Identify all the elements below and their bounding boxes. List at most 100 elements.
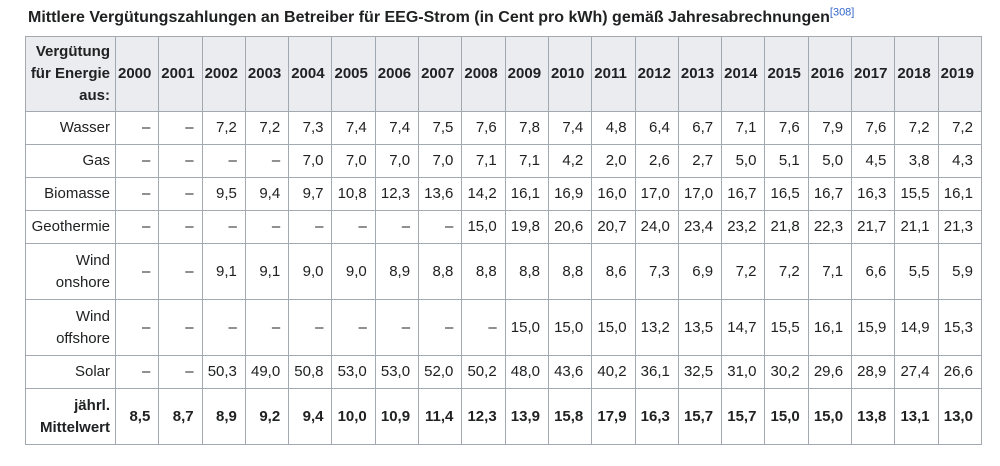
value-cell: – <box>158 177 203 211</box>
value-cell: 13,9 <box>504 388 549 445</box>
value-cell: 8,6 <box>591 243 636 300</box>
value-cell: – <box>288 299 333 356</box>
row-label: Solar <box>25 355 116 389</box>
value-cell: 13,6 <box>418 177 463 211</box>
year-header-2018: 2018 <box>894 36 939 112</box>
value-cell: 9,1 <box>201 243 246 300</box>
article-section: Mittlere Vergütungszahlungen an Betreibe… <box>25 6 982 445</box>
value-cell: – <box>114 177 160 211</box>
value-cell: 50,3 <box>201 355 246 389</box>
year-header-2013: 2013 <box>677 36 723 112</box>
value-cell: 7,8 <box>504 111 549 145</box>
value-cell: 15,0 <box>504 299 549 356</box>
year-header-2012: 2012 <box>634 36 679 112</box>
eeg-remuneration-table: Vergütung für Energie aus: 2000 2001 2002 2… <box>25 36 982 445</box>
value-cell: 5,0 <box>807 144 853 178</box>
year-header-2017: 2017 <box>851 36 896 112</box>
value-cell: 11,4 <box>418 388 463 445</box>
value-cell: – <box>201 210 246 244</box>
value-cell: – <box>418 299 463 356</box>
value-cell: 52,0 <box>418 355 463 389</box>
value-cell: 7,2 <box>721 243 766 300</box>
value-cell: 53,0 <box>331 355 376 389</box>
year-header-2014: 2014 <box>721 36 766 112</box>
table-row: Biomasse – –9,5 9,4 9,7 10,8 12,3 13,6 14,2 16,1 1… <box>25 177 982 211</box>
value-cell: 8,5 <box>114 388 160 445</box>
value-cell: 16,3 <box>634 388 679 445</box>
value-cell: – <box>114 144 160 178</box>
value-cell: 6,4 <box>634 111 679 145</box>
year-header-2004: 2004 <box>288 36 333 112</box>
corner-header: Vergütung für Energie aus: <box>25 36 116 112</box>
value-cell: 7,4 <box>547 111 593 145</box>
year-header-2008: 2008 <box>461 36 506 112</box>
value-cell: 16,1 <box>937 177 982 211</box>
value-cell: – <box>244 210 290 244</box>
value-cell: 6,7 <box>677 111 723 145</box>
row-label: Biomasse <box>25 177 116 211</box>
value-cell: 9,2 <box>244 388 290 445</box>
value-cell: 9,5 <box>201 177 246 211</box>
value-cell: 49,0 <box>244 355 290 389</box>
row-label: Wind onshore <box>25 243 116 300</box>
year-header-2001: 2001 <box>158 36 203 112</box>
value-cell: 21,1 <box>894 210 939 244</box>
value-cell: 53,0 <box>374 355 420 389</box>
value-cell: 7,1 <box>461 144 506 178</box>
value-cell: 7,2 <box>937 111 982 145</box>
year-header-2010: 2010 <box>547 36 593 112</box>
value-cell: 4,3 <box>937 144 982 178</box>
value-cell: 30,2 <box>764 355 809 389</box>
year-header-2009: 2009 <box>504 36 549 112</box>
value-cell: 14,9 <box>894 299 939 356</box>
value-cell: 43,6 <box>547 355 593 389</box>
value-cell: 2,0 <box>591 144 636 178</box>
value-cell: 7,1 <box>807 243 853 300</box>
value-cell: 19,8 <box>504 210 549 244</box>
value-cell: 15,7 <box>677 388 723 445</box>
value-cell: – <box>461 299 506 356</box>
value-cell: 13,2 <box>634 299 679 356</box>
value-cell: 7,2 <box>894 111 939 145</box>
value-cell: 15,5 <box>764 299 809 356</box>
value-cell: – <box>114 111 160 145</box>
value-cell: 9,4 <box>288 388 333 445</box>
value-cell: 22,3 <box>807 210 853 244</box>
year-header-2015: 2015 <box>764 36 809 112</box>
value-cell: 16,5 <box>764 177 809 211</box>
value-cell: 26,6 <box>937 355 982 389</box>
value-cell: 7,1 <box>504 144 549 178</box>
value-cell: – <box>114 355 160 389</box>
year-header-2005: 2005 <box>331 36 376 112</box>
value-cell: 14,2 <box>461 177 506 211</box>
value-cell: 15,0 <box>764 388 809 445</box>
value-cell: 10,8 <box>331 177 376 211</box>
value-cell: 17,0 <box>634 177 679 211</box>
value-cell: 7,6 <box>851 111 896 145</box>
value-cell: – <box>158 210 203 244</box>
value-cell: 9,4 <box>244 177 290 211</box>
table-row: Gas – – – –7,0 7,0 7,0 7,0 7,1 7,1 4,2 2,0 2,6 2,7 5,0… <box>25 144 982 178</box>
value-cell: 21,7 <box>851 210 896 244</box>
value-cell: 8,8 <box>547 243 593 300</box>
value-cell: 9,7 <box>288 177 333 211</box>
table-row: Wind offshore – – – – – – – – –15,0 15,0 15,0 13,2 13… <box>25 299 982 356</box>
value-cell: 48,0 <box>504 355 549 389</box>
value-cell: 7,0 <box>288 144 333 178</box>
value-cell: 2,7 <box>677 144 723 178</box>
table-header-row: Vergütung für Energie aus: 2000 2001 2002 2… <box>25 36 982 112</box>
value-cell: – <box>158 355 203 389</box>
reference-link[interactable]: [308] <box>829 6 855 19</box>
table-row: Wasser – –7,2 7,2 7,3 7,4 7,4 7,5 7,6 7,8 7,4 4,8 6,… <box>25 111 982 145</box>
value-cell: – <box>158 243 203 300</box>
value-cell: 16,9 <box>547 177 593 211</box>
value-cell: 15,0 <box>807 388 853 445</box>
value-cell: 9,1 <box>244 243 290 300</box>
row-label: Gas <box>25 144 116 178</box>
value-cell: 27,4 <box>894 355 939 389</box>
value-cell: 4,2 <box>547 144 593 178</box>
row-label: Wasser <box>25 111 116 145</box>
row-label: jährl. Mittelwert <box>25 388 116 445</box>
value-cell: 17,9 <box>591 388 636 445</box>
table-row: Solar – –50,3 49,0 50,8 53,0 53,0 52,0 50,2 48,0 4… <box>25 355 982 389</box>
